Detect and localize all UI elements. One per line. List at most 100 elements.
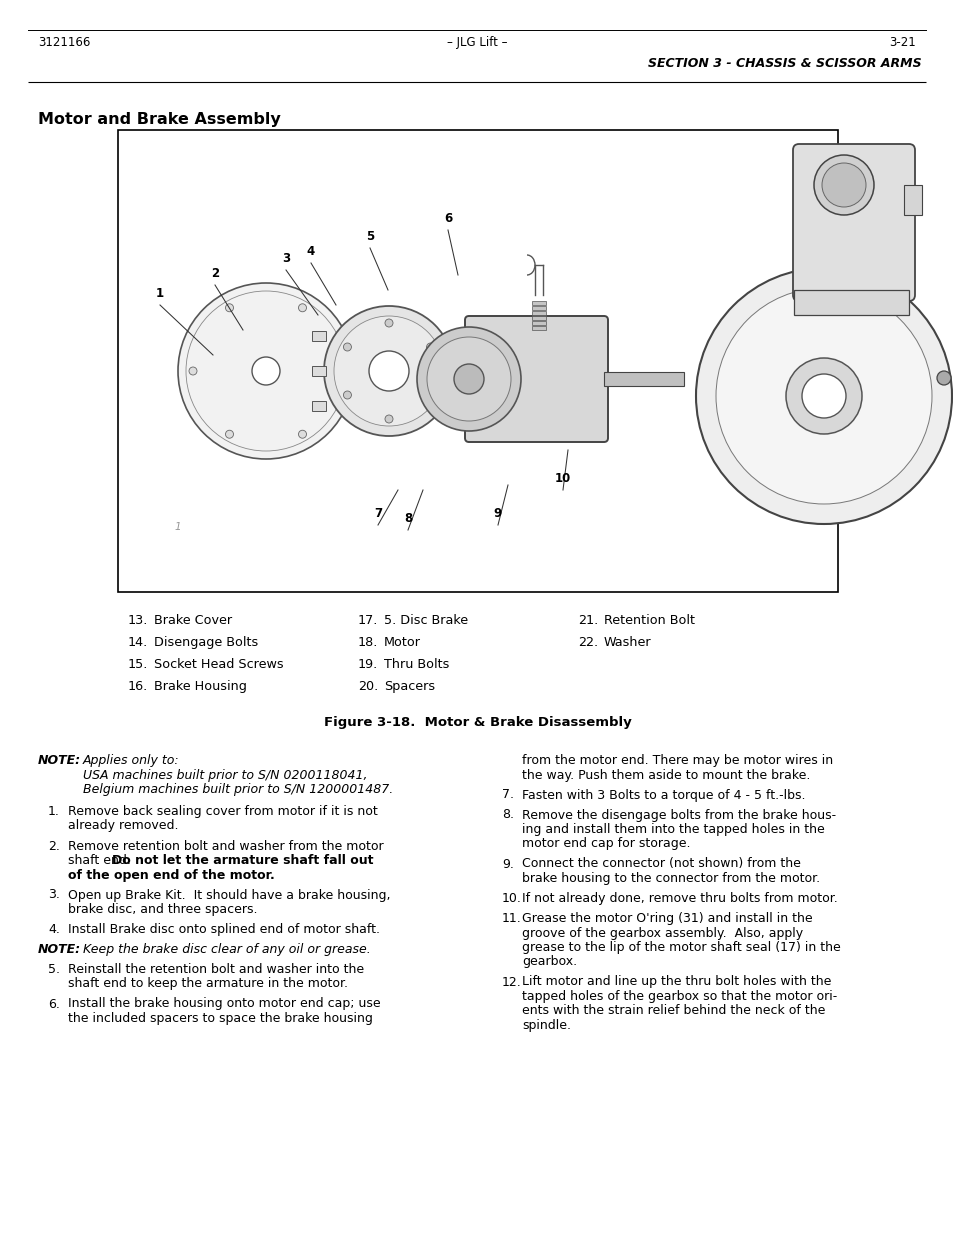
Bar bbox=[532, 301, 545, 305]
Text: 8.: 8. bbox=[501, 809, 514, 821]
Text: 19.: 19. bbox=[357, 658, 377, 671]
Text: USA machines built prior to S/N 0200118041,: USA machines built prior to S/N 02001180… bbox=[83, 768, 367, 782]
Text: 15.: 15. bbox=[128, 658, 149, 671]
Text: the way. Push them aside to mount the brake.: the way. Push them aside to mount the br… bbox=[521, 768, 809, 782]
Circle shape bbox=[936, 370, 950, 385]
Text: 21.: 21. bbox=[578, 614, 598, 627]
Bar bbox=[793, 290, 908, 315]
Circle shape bbox=[334, 316, 443, 426]
Text: Grease the motor O'ring (31) and install in the: Grease the motor O'ring (31) and install… bbox=[521, 911, 812, 925]
Text: grease to the lip of the motor shaft seal (17) in the: grease to the lip of the motor shaft sea… bbox=[521, 941, 840, 953]
Text: – JLG Lift –: – JLG Lift – bbox=[446, 36, 507, 49]
Bar bbox=[312, 401, 326, 411]
Text: 7: 7 bbox=[374, 508, 381, 520]
Text: Motor and Brake Assembly: Motor and Brake Assembly bbox=[38, 112, 280, 127]
Circle shape bbox=[427, 337, 511, 421]
Text: 6.: 6. bbox=[48, 998, 60, 1010]
Text: shaft end to keep the armature in the motor.: shaft end to keep the armature in the mo… bbox=[68, 977, 348, 990]
Circle shape bbox=[369, 351, 409, 391]
Text: 16.: 16. bbox=[128, 680, 148, 693]
Text: 9: 9 bbox=[494, 508, 501, 520]
Text: Install Brake disc onto splined end of motor shaft.: Install Brake disc onto splined end of m… bbox=[68, 923, 379, 936]
Text: 2.: 2. bbox=[48, 840, 60, 852]
Bar bbox=[532, 311, 545, 315]
Text: ents with the strain relief behind the neck of the: ents with the strain relief behind the n… bbox=[521, 1004, 824, 1018]
Text: 22.: 22. bbox=[578, 636, 598, 650]
Text: NOTE:: NOTE: bbox=[38, 944, 81, 956]
Text: Keep the brake disc clear of any oil or grease.: Keep the brake disc clear of any oil or … bbox=[83, 944, 371, 956]
Circle shape bbox=[225, 304, 233, 311]
Circle shape bbox=[298, 304, 306, 311]
Text: Motor: Motor bbox=[384, 636, 420, 650]
Text: 3121166: 3121166 bbox=[38, 36, 91, 49]
Text: 10.: 10. bbox=[501, 892, 521, 905]
Text: If not already done, remove thru bolts from motor.: If not already done, remove thru bolts f… bbox=[521, 892, 837, 905]
Text: Brake Housing: Brake Housing bbox=[153, 680, 247, 693]
Bar bbox=[532, 321, 545, 325]
Text: Fasten with 3 Bolts to a torque of 4 - 5 ft.-lbs.: Fasten with 3 Bolts to a torque of 4 - 5… bbox=[521, 788, 804, 802]
Text: ing and install them into the tapped holes in the: ing and install them into the tapped hol… bbox=[521, 823, 824, 836]
Circle shape bbox=[189, 367, 196, 375]
Text: already removed.: already removed. bbox=[68, 820, 178, 832]
Text: brake housing to the connector from the motor.: brake housing to the connector from the … bbox=[521, 872, 820, 885]
Text: SECTION 3 - CHASSIS & SCISSOR ARMS: SECTION 3 - CHASSIS & SCISSOR ARMS bbox=[648, 57, 921, 70]
Circle shape bbox=[298, 430, 306, 438]
Text: 4.: 4. bbox=[48, 923, 60, 936]
Bar bbox=[603, 372, 683, 387]
Text: Install the brake housing onto motor end cap; use: Install the brake housing onto motor end… bbox=[68, 998, 380, 1010]
Text: 12.: 12. bbox=[501, 976, 521, 988]
Bar bbox=[532, 326, 545, 330]
Text: tapped holes of the gearbox so that the motor ori-: tapped holes of the gearbox so that the … bbox=[521, 990, 837, 1003]
Text: 3: 3 bbox=[282, 252, 290, 266]
FancyBboxPatch shape bbox=[792, 144, 914, 301]
Bar bbox=[312, 331, 326, 341]
Circle shape bbox=[324, 306, 454, 436]
Text: motor end cap for storage.: motor end cap for storage. bbox=[521, 837, 690, 851]
Text: Applies only to:: Applies only to: bbox=[83, 755, 179, 767]
Text: Do not let the armature shaft fall out: Do not let the armature shaft fall out bbox=[112, 853, 374, 867]
Bar bbox=[532, 316, 545, 320]
Text: of the open end of the motor.: of the open end of the motor. bbox=[68, 868, 274, 882]
Text: Remove back sealing cover from motor if it is not: Remove back sealing cover from motor if … bbox=[68, 805, 377, 818]
Text: 1: 1 bbox=[174, 522, 181, 532]
Text: 5: 5 bbox=[366, 230, 374, 243]
Text: Retention Bolt: Retention Bolt bbox=[603, 614, 695, 627]
Text: 5. Disc Brake: 5. Disc Brake bbox=[384, 614, 468, 627]
Text: groove of the gearbox assembly.  Also, apply: groove of the gearbox assembly. Also, ap… bbox=[521, 926, 802, 940]
Bar bbox=[312, 366, 326, 375]
Circle shape bbox=[178, 283, 354, 459]
Text: Washer: Washer bbox=[603, 636, 651, 650]
Text: Remove the disengage bolts from the brake hous-: Remove the disengage bolts from the brak… bbox=[521, 809, 835, 821]
Text: 1.: 1. bbox=[48, 805, 60, 818]
Circle shape bbox=[696, 268, 951, 524]
Text: 17.: 17. bbox=[357, 614, 378, 627]
Text: from the motor end. There may be motor wires in: from the motor end. There may be motor w… bbox=[521, 755, 832, 767]
Text: 7.: 7. bbox=[501, 788, 514, 802]
Text: 11.: 11. bbox=[501, 911, 521, 925]
Text: 6: 6 bbox=[443, 212, 452, 225]
Text: 5.: 5. bbox=[48, 963, 60, 976]
Text: Remove retention bolt and washer from the motor: Remove retention bolt and washer from th… bbox=[68, 840, 383, 852]
Circle shape bbox=[416, 327, 520, 431]
Bar bbox=[532, 306, 545, 310]
Text: 3-21: 3-21 bbox=[888, 36, 915, 49]
Circle shape bbox=[821, 163, 865, 207]
Circle shape bbox=[426, 391, 435, 399]
Circle shape bbox=[343, 391, 351, 399]
Text: 4: 4 bbox=[307, 245, 314, 258]
Text: the included spacers to space the brake housing: the included spacers to space the brake … bbox=[68, 1011, 373, 1025]
Text: 18.: 18. bbox=[357, 636, 378, 650]
Circle shape bbox=[801, 374, 845, 417]
Circle shape bbox=[426, 343, 435, 351]
Text: 13.: 13. bbox=[128, 614, 149, 627]
Text: shaft end.: shaft end. bbox=[68, 853, 134, 867]
Text: Socket Head Screws: Socket Head Screws bbox=[153, 658, 283, 671]
Text: Spacers: Spacers bbox=[384, 680, 435, 693]
Text: brake disc, and three spacers.: brake disc, and three spacers. bbox=[68, 903, 257, 916]
Text: 9.: 9. bbox=[501, 857, 514, 871]
Text: NOTE:: NOTE: bbox=[38, 755, 81, 767]
FancyBboxPatch shape bbox=[464, 316, 607, 442]
Text: 1: 1 bbox=[155, 287, 164, 300]
Text: Reinstall the retention bolt and washer into the: Reinstall the retention bolt and washer … bbox=[68, 963, 364, 976]
Text: Brake Cover: Brake Cover bbox=[153, 614, 232, 627]
